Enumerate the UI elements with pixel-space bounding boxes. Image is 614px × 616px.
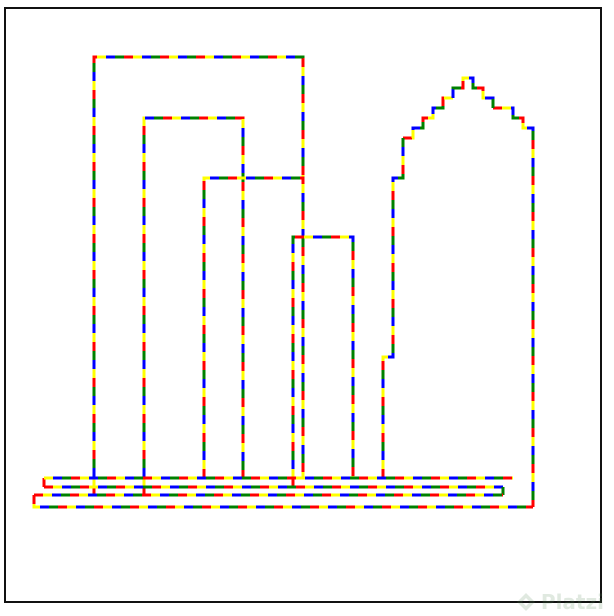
third-arch-line-dash-1 bbox=[202, 176, 305, 478]
outer-arch-line-dash-1 bbox=[92, 55, 305, 495]
outer-arch-line-dash-2 bbox=[92, 55, 305, 495]
ground-line-bottom-dash-3 bbox=[32, 495, 533, 509]
stepped-tower-line-dash-3 bbox=[381, 76, 535, 507]
third-arch-line bbox=[202, 176, 305, 478]
outer-arch-line-dash-4 bbox=[92, 55, 305, 495]
third-arch-line-dash-4 bbox=[202, 176, 305, 478]
ground-line-top-dash-4 bbox=[42, 476, 513, 487]
second-arch-line-dash-1 bbox=[142, 116, 245, 495]
ground-line-top bbox=[42, 476, 513, 487]
stepped-tower-line bbox=[381, 76, 535, 507]
stepped-tower-line-dash-2 bbox=[381, 76, 535, 507]
second-arch-line bbox=[142, 116, 245, 495]
ground-line-top-dash-2 bbox=[42, 476, 513, 487]
stepped-tower-line-dash-1 bbox=[381, 76, 535, 507]
fourth-arch-line-dash-2 bbox=[291, 235, 355, 487]
ground-line-bottom bbox=[32, 495, 533, 509]
ground-line-bottom-dash-2 bbox=[32, 495, 533, 509]
second-arch-line-dash-3 bbox=[142, 116, 245, 495]
third-arch-line-dash-3 bbox=[202, 176, 305, 478]
stepped-tower-line-dash-4 bbox=[381, 76, 535, 507]
second-arch-line-dash-4 bbox=[142, 116, 245, 495]
outer-arch-line bbox=[92, 55, 305, 495]
fourth-arch-line-dash-4 bbox=[291, 235, 355, 487]
ground-line-middle bbox=[44, 485, 505, 495]
fourth-arch-line bbox=[291, 235, 355, 487]
ground-line-middle-dash-4 bbox=[44, 485, 505, 495]
watermark: Platzi bbox=[515, 590, 604, 614]
outer-arch-line-dash-3 bbox=[92, 55, 305, 495]
ground-line-bottom-dash-4 bbox=[32, 495, 533, 509]
third-arch-line-dash-2 bbox=[202, 176, 305, 478]
watermark-text: Platzi bbox=[540, 590, 604, 614]
second-arch-line-dash-2 bbox=[142, 116, 245, 495]
ground-line-middle-dash-2 bbox=[44, 485, 505, 495]
platzi-logo-icon bbox=[516, 593, 535, 611]
ground-line-bottom-dash-1 bbox=[32, 495, 533, 509]
